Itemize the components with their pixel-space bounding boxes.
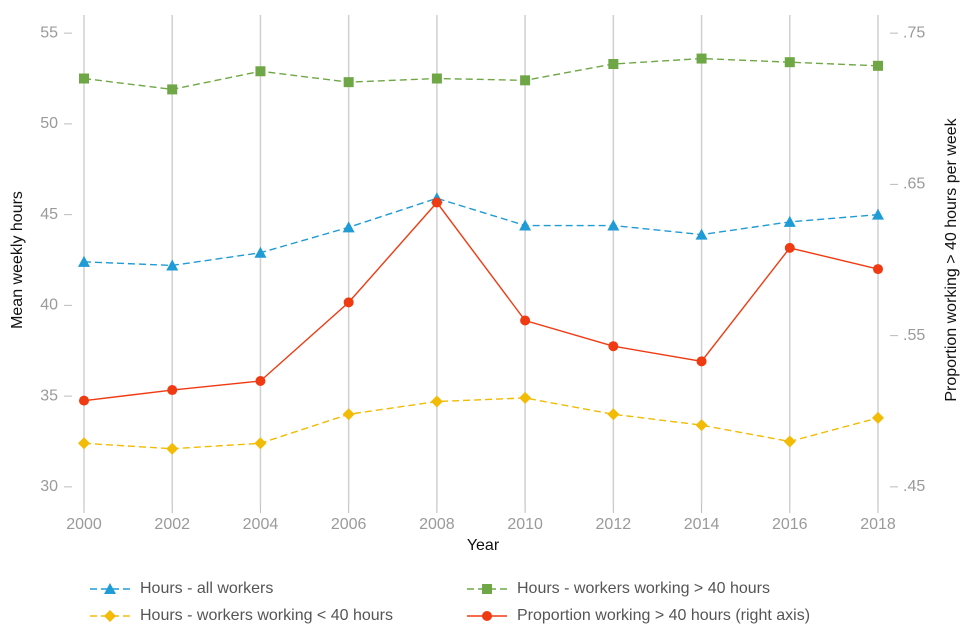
data-point	[342, 221, 355, 233]
data-point	[255, 66, 266, 77]
legend-label: Hours - workers working < 40 hours	[140, 607, 393, 624]
data-point	[343, 297, 354, 308]
data-point	[608, 59, 619, 69]
x-tick-label: 2010	[507, 516, 543, 533]
data-point	[873, 60, 883, 71]
data-point	[873, 264, 883, 275]
x-tick-label: 2016	[772, 516, 808, 533]
data-point	[343, 77, 354, 88]
data-point	[430, 395, 443, 408]
series-line	[83, 197, 879, 267]
y-tick-label: 30	[40, 478, 58, 495]
legend-marker	[482, 611, 492, 621]
legend-marker	[482, 584, 492, 594]
data-point	[783, 215, 796, 227]
data-point	[78, 437, 90, 450]
legend-marker	[104, 583, 116, 594]
data-point	[607, 408, 620, 421]
y-tick-label: 35	[40, 387, 58, 404]
data-point	[607, 219, 620, 231]
data-point	[695, 419, 708, 432]
data-point	[167, 385, 178, 396]
data-point	[166, 442, 179, 455]
x-tick-label: 2000	[66, 516, 102, 533]
data-point	[519, 219, 532, 231]
data-point	[255, 375, 266, 386]
y-tick-label: 55	[40, 24, 58, 41]
y2-tick-label: .65	[903, 176, 925, 193]
x-tick-label: 2018	[860, 516, 896, 533]
data-point	[166, 259, 179, 271]
legend-label: Proportion working > 40 hours (right axi…	[517, 607, 810, 624]
data-point	[608, 341, 619, 352]
legend-label: Hours - workers working > 40 hours	[517, 580, 770, 597]
data-point	[431, 73, 442, 84]
x-tick-label: 2006	[331, 516, 367, 533]
data-point	[431, 197, 442, 208]
y-axis-title: Mean weekly hours	[9, 191, 26, 329]
data-point	[695, 228, 708, 240]
y2-tick-label: .55	[903, 327, 925, 344]
x-tick-label: 2008	[419, 516, 455, 533]
y-tick-label: 50	[40, 115, 58, 132]
series-line	[83, 201, 879, 402]
data-point	[79, 73, 89, 84]
y-tick-label: 40	[40, 297, 58, 314]
x-tick-label: 2014	[684, 516, 720, 533]
x-axis-title: Year	[467, 537, 500, 554]
data-point	[872, 208, 884, 220]
data-point	[79, 395, 89, 406]
data-point	[254, 437, 267, 450]
data-point	[784, 242, 795, 253]
data-point	[783, 435, 796, 448]
x-tick-label: 2004	[243, 516, 279, 533]
data-point	[342, 408, 355, 421]
legend-marker	[104, 610, 116, 622]
x-tick-label: 2012	[596, 516, 632, 533]
data-point	[696, 356, 707, 367]
data-point	[784, 57, 795, 68]
data-point	[520, 315, 531, 326]
legend-label: Hours - all workers	[140, 580, 273, 597]
y2-axis-title: Proportion working > 40 hours per week	[943, 117, 960, 401]
x-tick-label: 2002	[154, 516, 190, 533]
data-point	[696, 53, 707, 64]
y2-tick-label: .75	[903, 24, 925, 41]
data-point	[520, 75, 531, 86]
data-point	[167, 84, 178, 95]
series-line	[83, 57, 879, 91]
y2-tick-label: .45	[903, 478, 925, 495]
series-line	[83, 397, 879, 450]
data-point	[519, 391, 532, 404]
y-tick-label: 45	[40, 206, 58, 223]
data-point	[254, 246, 267, 258]
data-point	[872, 411, 884, 424]
data-point	[78, 255, 90, 267]
